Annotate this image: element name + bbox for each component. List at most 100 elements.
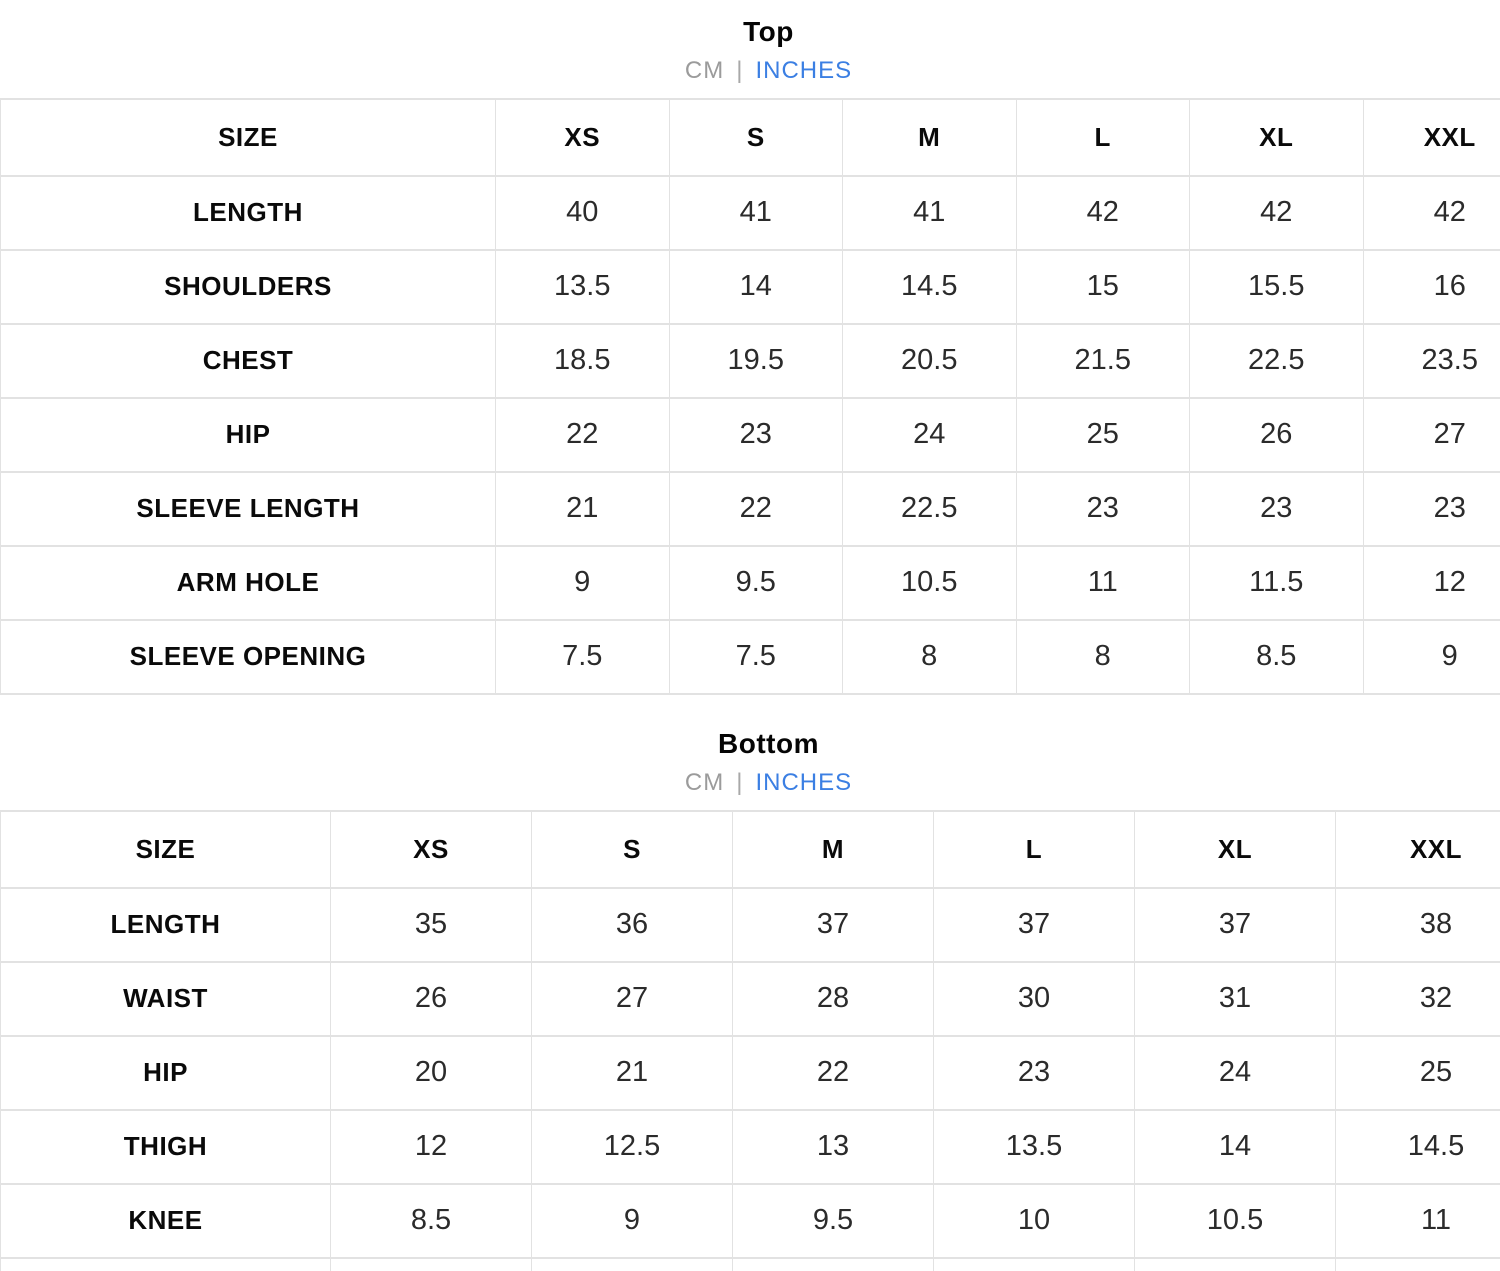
- top-size-section: Top CM | INCHES SIZE XS S M L XL XXL LENGTH 40 41 41…: [0, 0, 1500, 695]
- measurement-row: SHOULDERS 13.5 14 14.5 15 15.5 16: [0, 248, 1500, 325]
- value-cell: 31: [1134, 960, 1336, 1037]
- value-cell: 12: [1362, 544, 1500, 621]
- row-label: LENGTH: [0, 886, 331, 963]
- unit-toggle-bottom: CM | INCHES: [0, 769, 1500, 797]
- value-cell: 24: [842, 396, 1017, 473]
- value-cell: 8: [1015, 618, 1190, 695]
- value-cell: 21: [495, 470, 670, 547]
- value-cell: 9: [531, 1182, 733, 1259]
- size-header-m: M: [842, 97, 1017, 177]
- header-row: SIZE XS S M L XL XXL: [0, 809, 1500, 889]
- value-cell: 15: [1015, 248, 1190, 325]
- value-cell: 36: [531, 886, 733, 963]
- measurement-row: WAIST 26 27 28 30 31 32: [0, 960, 1500, 1037]
- value-cell: 18.5: [495, 322, 670, 399]
- row-label: HIP: [0, 396, 496, 473]
- measurement-row: HIP 22 23 24 25 26 27: [0, 396, 1500, 473]
- unit-separator: |: [736, 768, 744, 796]
- value-cell: 30: [933, 960, 1135, 1037]
- row-label: [0, 1256, 331, 1271]
- measurement-row: HIP 20 21 22 23 24 25: [0, 1034, 1500, 1111]
- size-column-header: SIZE: [0, 809, 331, 889]
- measurement-row: CHEST 18.5 19.5 20.5 21.5 22.5 23.5: [0, 322, 1500, 399]
- value-cell: 9: [1362, 618, 1500, 695]
- size-header-l: L: [933, 809, 1135, 889]
- value-cell: 42: [1362, 174, 1500, 251]
- value-cell: 12.5: [531, 1108, 733, 1185]
- unit-toggle-top: CM | INCHES: [0, 57, 1500, 85]
- size-header-s: S: [531, 809, 733, 889]
- value-cell: 14.5: [1335, 1108, 1500, 1185]
- section-title-bottom: Bottom: [718, 727, 819, 759]
- value-cell: 27: [1362, 396, 1500, 473]
- measurement-row: SLEEVE OPENING 7.5 7.5 8 8 8.5 9: [0, 618, 1500, 695]
- size-header-xs: XS: [495, 97, 670, 177]
- bottom-section-header: Bottom CM | INCHES: [0, 695, 1500, 797]
- row-label: THIGH: [0, 1108, 331, 1185]
- unit-separator: |: [736, 57, 744, 85]
- value-cell: 16: [1362, 248, 1500, 325]
- value-cell: 9: [495, 544, 670, 621]
- measurement-row: THIGH 12 12.5 13 13.5 14 14.5: [0, 1108, 1500, 1185]
- bottom-size-section: Bottom CM | INCHES SIZE XS S M L XL XXL LENGTH 35 3…: [0, 695, 1500, 1271]
- top-section-header: Top CM | INCHES: [0, 0, 1500, 85]
- row-label: HIP: [0, 1034, 331, 1111]
- value-cell: 14.5: [842, 248, 1017, 325]
- value-cell: 37: [732, 886, 934, 963]
- value-cell: 25: [1335, 1034, 1500, 1111]
- value-cell: 23: [1189, 470, 1364, 547]
- value-cell: 11: [1015, 544, 1190, 621]
- value-cell: 20.5: [842, 322, 1017, 399]
- value-cell: 26: [1189, 396, 1364, 473]
- value-cell: 38: [1335, 886, 1500, 963]
- value-cell: 41: [668, 174, 843, 251]
- value-cell: 23.5: [1362, 322, 1500, 399]
- size-header-l: L: [1015, 97, 1190, 177]
- size-column-header: SIZE: [0, 97, 496, 177]
- size-header-xxl: XXL: [1335, 809, 1500, 889]
- value-cell: 23: [1015, 470, 1190, 547]
- row-label: LENGTH: [0, 174, 496, 251]
- value-cell: 7.5: [495, 618, 670, 695]
- value-cell: 12: [330, 1108, 532, 1185]
- row-label: SLEEVE LENGTH: [0, 470, 496, 547]
- cm-toggle[interactable]: CM: [684, 768, 725, 796]
- row-label: SLEEVE OPENING: [0, 618, 496, 695]
- size-header-s: S: [668, 97, 843, 177]
- value-cell: 11: [1335, 1182, 1500, 1259]
- inches-toggle[interactable]: INCHES: [755, 57, 853, 85]
- header-row: SIZE XS S M L XL XXL: [0, 97, 1500, 177]
- value-cell: 11.5: [1189, 544, 1364, 621]
- value-cell: 28: [732, 960, 934, 1037]
- value-cell: 37: [1134, 886, 1336, 963]
- value-cell: 37: [933, 886, 1135, 963]
- measurement-row: LENGTH 35 36 37 37 37 38: [0, 886, 1500, 963]
- row-label: SHOULDERS: [0, 248, 496, 325]
- value-cell: 15.5: [1189, 248, 1364, 325]
- value-cell: 40: [495, 174, 670, 251]
- row-label: CHEST: [0, 322, 496, 399]
- value-cell: 22.5: [842, 470, 1017, 547]
- value-cell: 7.5: [668, 618, 843, 695]
- cutoff-row: [0, 1256, 1500, 1271]
- cm-toggle[interactable]: CM: [684, 57, 725, 85]
- value-cell: 22: [732, 1034, 934, 1111]
- size-header-xs: XS: [330, 809, 532, 889]
- row-label: ARM HOLE: [0, 544, 496, 621]
- value-cell: 9.5: [732, 1182, 934, 1259]
- top-size-table: SIZE XS S M L XL XXL LENGTH 40 41 41 42 42 42 SHOULDER…: [0, 97, 1500, 695]
- value-cell: 42: [1189, 174, 1364, 251]
- value-cell: 22: [668, 470, 843, 547]
- value-cell: 8.5: [1189, 618, 1364, 695]
- row-label: KNEE: [0, 1182, 331, 1259]
- value-cell: [531, 1256, 733, 1271]
- measurement-row: SLEEVE LENGTH 21 22 22.5 23 23 23: [0, 470, 1500, 547]
- size-header-xl: XL: [1134, 809, 1336, 889]
- inches-toggle[interactable]: INCHES: [755, 768, 853, 796]
- value-cell: 22: [495, 396, 670, 473]
- value-cell: [1335, 1256, 1500, 1271]
- value-cell: [732, 1256, 934, 1271]
- value-cell: [330, 1256, 532, 1271]
- section-title-top: Top: [743, 16, 794, 47]
